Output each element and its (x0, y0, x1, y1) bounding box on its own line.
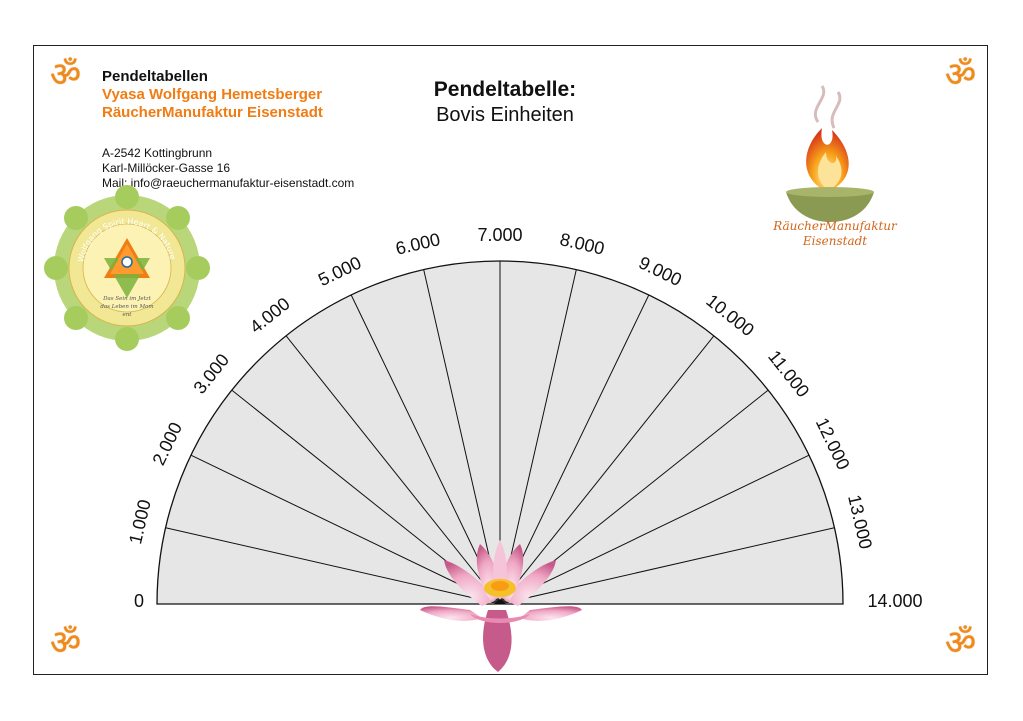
page-frame (33, 45, 988, 675)
email-line: Mail: info@raeuchermanufaktur-eisenstadt… (102, 176, 355, 190)
om-symbol-icon: ॐ (50, 55, 82, 95)
fan-divider (499, 335, 715, 605)
header-block: Pendeltabellen Vyasa Wolfgang Hemetsberg… (102, 68, 323, 122)
page-subtitle: Bovis Einheiten (436, 104, 574, 126)
fan-tick-label: 13.000 (844, 493, 876, 551)
fan-divider (285, 335, 501, 605)
address-line: A-2542 Kottingbrunn (102, 146, 213, 160)
address-line: Karl-Millöcker-Gasse 16 (102, 161, 231, 175)
fan-tick-label: 1.000 (125, 498, 155, 546)
fan-divider (190, 454, 501, 605)
om-symbol-icon: ॐ (50, 623, 82, 663)
page-title: Pendeltabelle: (433, 78, 577, 101)
fan-tick-label: 11.000 (764, 347, 813, 401)
address-block: A-2542 Kottingbrunn Karl-Millöcker-Gasse… (102, 146, 354, 191)
fan-tick-label: 9.000 (636, 252, 685, 290)
fan-tick-label: 0 (134, 591, 144, 611)
header-author: Vyasa Wolfgang Hemetsberger (102, 86, 323, 103)
brand-name: RäucherManufaktur (772, 219, 898, 233)
fan-tick-label: 4.000 (246, 293, 294, 337)
brand-logo (786, 85, 874, 222)
om-symbol-icon: ॐ (945, 623, 977, 663)
fan-divider (499, 269, 577, 605)
fan-tick-label: 14.000 (867, 591, 922, 611)
brand-name: Eisenstadt (802, 234, 867, 248)
seal-logo: Wolfgang Spirit Heart & Nature Das Sein … (44, 185, 210, 351)
header-company: RäucherManufaktur Eisenstadt (102, 104, 323, 121)
fan-divider (423, 269, 501, 605)
pendulum-fan (156, 260, 844, 605)
fan-tick-label: 7.000 (477, 225, 522, 245)
fan-divider (499, 527, 835, 605)
fan-divider (165, 527, 501, 605)
fan-tick-label: 2.000 (148, 419, 186, 468)
header-heading: Pendeltabellen (102, 68, 208, 85)
fan-divider (350, 294, 501, 605)
fan-divider (499, 454, 810, 605)
seal-motto: Das Sein im Jetzt (102, 296, 152, 302)
om-symbol-icon: ॐ (945, 55, 977, 95)
fan-tick-label: 6.000 (394, 229, 442, 259)
seal-motto: ent (122, 312, 132, 318)
fan-divider (499, 294, 650, 605)
fan-tick-label: 5.000 (315, 252, 364, 290)
fan-tick-label: 3.000 (189, 350, 233, 398)
seal-motto: das Leben im Mom (100, 304, 153, 310)
fan-tick-label: 8.000 (558, 229, 606, 259)
lotus-flower-icon (420, 540, 582, 672)
fan-tick-label: 12.000 (812, 415, 854, 473)
